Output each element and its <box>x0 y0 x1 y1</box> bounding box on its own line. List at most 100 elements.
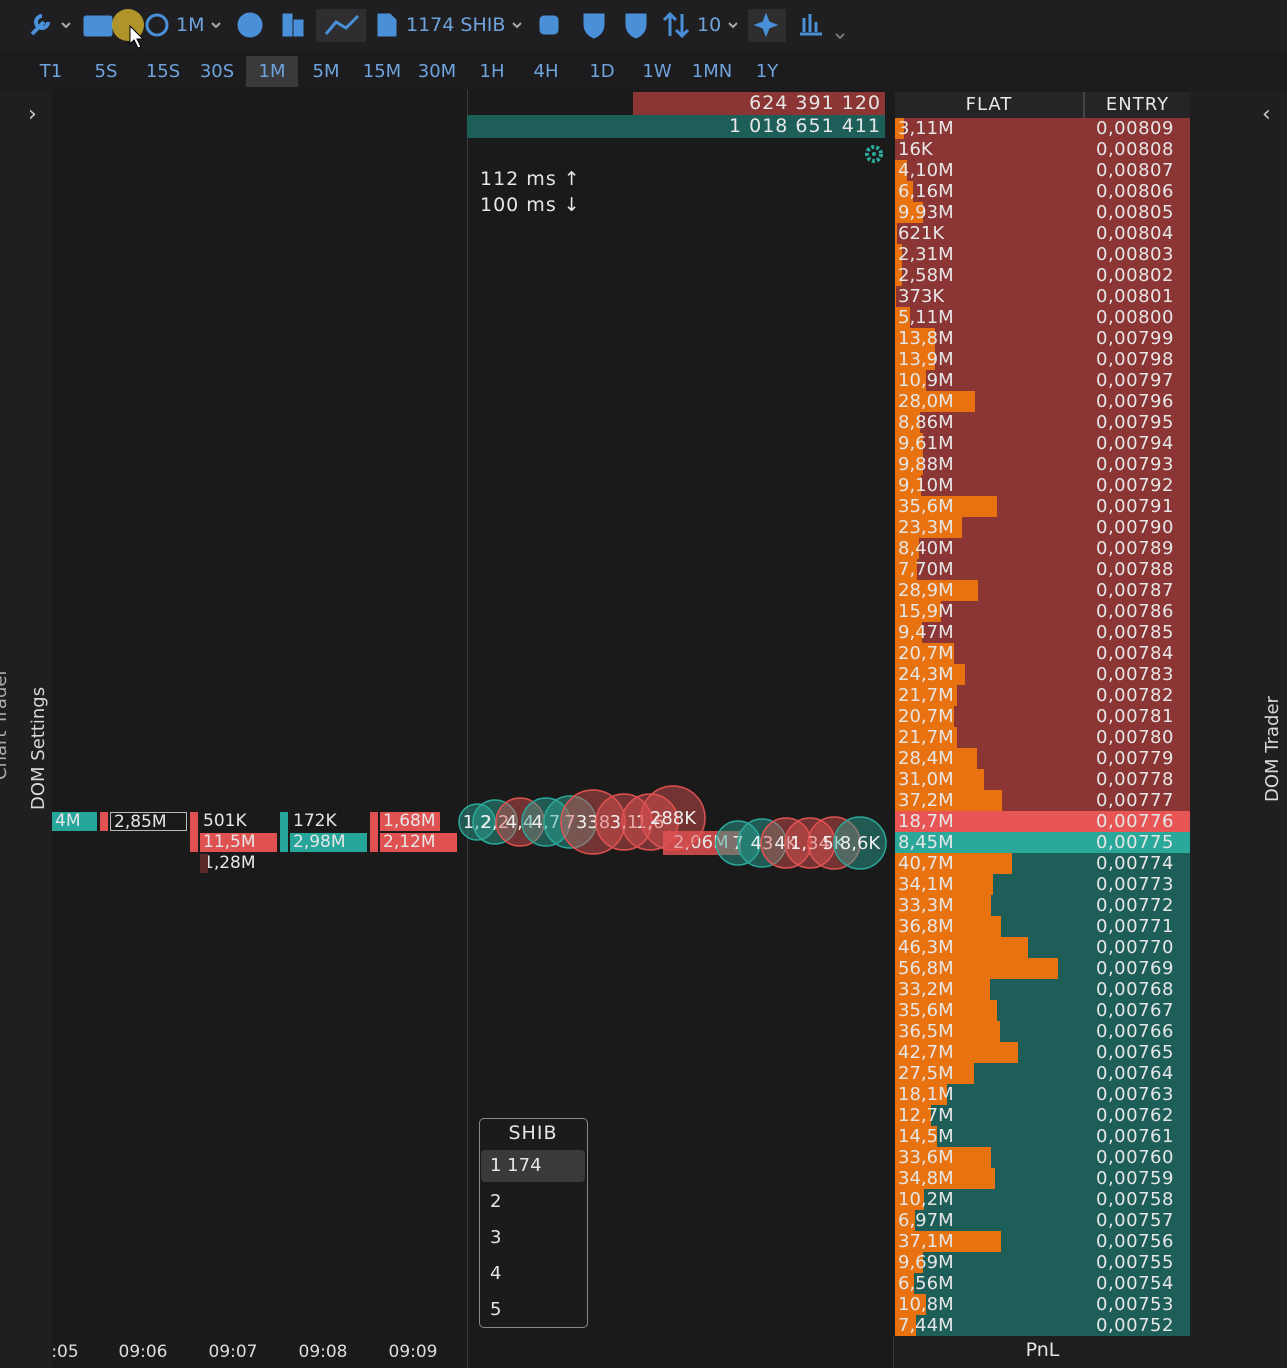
collapse-arrow[interactable]: ‹ <box>1262 102 1271 127</box>
price-text[interactable]: 0,00770 <box>1096 937 1174 958</box>
copy-icon[interactable] <box>539 15 559 35</box>
price-text[interactable]: 0,00794 <box>1096 433 1174 454</box>
clock-icon[interactable] <box>145 13 169 37</box>
price-text[interactable]: 0,00777 <box>1096 790 1174 811</box>
price-text[interactable]: 0,00767 <box>1096 1000 1174 1021</box>
depth-button[interactable]: 10 <box>697 14 722 36</box>
price-text[interactable]: 0,00778 <box>1096 769 1174 790</box>
price-text[interactable]: 0,00752 <box>1096 1315 1174 1336</box>
timeframe-option[interactable]: 30M <box>417 61 457 82</box>
price-text[interactable]: 0,00774 <box>1096 853 1174 874</box>
price-text[interactable]: 0,00793 <box>1096 454 1174 475</box>
price-text[interactable]: 0,00786 <box>1096 601 1174 622</box>
folder-icon[interactable] <box>83 15 113 37</box>
indicator-icon[interactable] <box>324 14 360 35</box>
info-icon[interactable] <box>237 12 263 38</box>
dom-trader-tab[interactable]: DOM Trader <box>1262 696 1283 802</box>
price-text[interactable]: 0,00809 <box>1096 118 1174 139</box>
price-text[interactable]: 0,00787 <box>1096 580 1174 601</box>
menu-item[interactable]: 1 174 <box>481 1150 585 1182</box>
price-text[interactable]: 0,00802 <box>1096 265 1174 286</box>
price-text[interactable]: 0,00756 <box>1096 1231 1174 1252</box>
price-text[interactable]: 0,00773 <box>1096 874 1174 895</box>
price-text[interactable]: 0,00776 <box>1096 811 1174 832</box>
price-text[interactable]: 0,00753 <box>1096 1294 1174 1315</box>
price-text[interactable]: 0,00808 <box>1096 139 1174 160</box>
price-text[interactable]: 0,00768 <box>1096 979 1174 1000</box>
price-text[interactable]: 0,00772 <box>1096 895 1174 916</box>
menu-item[interactable]: 5 <box>490 1299 502 1320</box>
price-text[interactable]: 0,00771 <box>1096 916 1174 937</box>
shield-icon[interactable] <box>583 13 605 39</box>
price-text[interactable]: 0,00792 <box>1096 475 1174 496</box>
price-text[interactable]: 0,00755 <box>1096 1252 1174 1273</box>
price-text[interactable]: 0,00784 <box>1096 643 1174 664</box>
menu-item[interactable]: 4 <box>490 1263 502 1284</box>
timeframe-option[interactable]: 5S <box>94 61 118 82</box>
settings-icon[interactable] <box>30 14 50 36</box>
timeframe-button[interactable]: 1M <box>176 14 205 36</box>
price-text[interactable]: 0,00797 <box>1096 370 1174 391</box>
menu-item[interactable]: 3 <box>490 1227 502 1248</box>
price-text[interactable]: 0,00766 <box>1096 1021 1174 1042</box>
price-text[interactable]: 0,00763 <box>1096 1084 1174 1105</box>
ai-icon[interactable] <box>753 12 779 38</box>
price-text[interactable]: 0,00769 <box>1096 958 1174 979</box>
price-text[interactable]: 0,00805 <box>1096 202 1174 223</box>
price-text[interactable]: 0,00758 <box>1096 1189 1174 1210</box>
price-text[interactable]: 0,00803 <box>1096 244 1174 265</box>
sort-icon[interactable] <box>662 11 690 39</box>
price-text[interactable]: 0,00799 <box>1096 328 1174 349</box>
price-text[interactable]: 0,00807 <box>1096 160 1174 181</box>
price-text[interactable]: 0,00785 <box>1096 622 1174 643</box>
bubble-label: 3,1 <box>610 812 639 833</box>
chart-icon[interactable] <box>800 14 822 36</box>
price-text[interactable]: 0,00764 <box>1096 1063 1174 1084</box>
timeframe-option[interactable]: 30S <box>199 61 235 82</box>
timeframe-option[interactable]: 15M <box>362 61 402 82</box>
price-text[interactable]: 0,00788 <box>1096 559 1174 580</box>
timeframe-option[interactable]: T1 <box>39 61 63 82</box>
timeframe-option[interactable]: 1Y <box>755 61 779 82</box>
price-text[interactable]: 0,00780 <box>1096 727 1174 748</box>
tape-settings[interactable] <box>864 144 884 164</box>
price-text[interactable]: 0,00765 <box>1096 1042 1174 1063</box>
timeframe-option[interactable]: 1D <box>589 61 615 82</box>
price-text[interactable]: 0,00761 <box>1096 1126 1174 1147</box>
dom-settings-tab[interactable]: DOM Settings <box>28 686 49 810</box>
timeframe-option[interactable]: 1M <box>246 56 298 87</box>
menu-item[interactable]: 2 <box>490 1191 502 1212</box>
layout-icon[interactable] <box>282 13 293 37</box>
price-text[interactable]: 0,00781 <box>1096 706 1174 727</box>
instrument-icon[interactable] <box>377 13 397 37</box>
price-text[interactable]: 0,00779 <box>1096 748 1174 769</box>
price-text[interactable]: 0,00801 <box>1096 286 1174 307</box>
price-text[interactable]: 0,00791 <box>1096 496 1174 517</box>
price-text[interactable]: 0,00804 <box>1096 223 1174 244</box>
price-text[interactable]: 0,00759 <box>1096 1168 1174 1189</box>
chart-trader-tab[interactable]: Chart Trader <box>0 668 11 780</box>
price-text[interactable]: 0,00775 <box>1096 832 1174 853</box>
price-text[interactable]: 0,00795 <box>1096 412 1174 433</box>
timeframe-option[interactable]: 1W <box>642 61 672 82</box>
timeframe-option[interactable]: 15S <box>145 61 181 82</box>
price-text[interactable]: 0,00800 <box>1096 307 1174 328</box>
price-text[interactable]: 0,00796 <box>1096 391 1174 412</box>
timeframe-option[interactable]: 5M <box>312 61 340 82</box>
price-text[interactable]: 0,00806 <box>1096 181 1174 202</box>
expand-arrow[interactable]: › <box>28 102 37 127</box>
timeframe-option[interactable]: 4H <box>533 61 559 82</box>
price-text[interactable]: 0,00789 <box>1096 538 1174 559</box>
price-text[interactable]: 0,00783 <box>1096 664 1174 685</box>
price-text[interactable]: 0,00762 <box>1096 1105 1174 1126</box>
shield-x-icon[interactable] <box>625 13 647 39</box>
instrument-button[interactable]: 1174 SHIB <box>406 14 506 36</box>
price-text[interactable]: 0,00798 <box>1096 349 1174 370</box>
price-text[interactable]: 0,00757 <box>1096 1210 1174 1231</box>
timeframe-option[interactable]: 1MN <box>691 61 733 82</box>
price-text[interactable]: 0,00754 <box>1096 1273 1174 1294</box>
price-text[interactable]: 0,00790 <box>1096 517 1174 538</box>
price-text[interactable]: 0,00760 <box>1096 1147 1174 1168</box>
price-text[interactable]: 0,00782 <box>1096 685 1174 706</box>
timeframe-option[interactable]: 1H <box>479 61 505 82</box>
